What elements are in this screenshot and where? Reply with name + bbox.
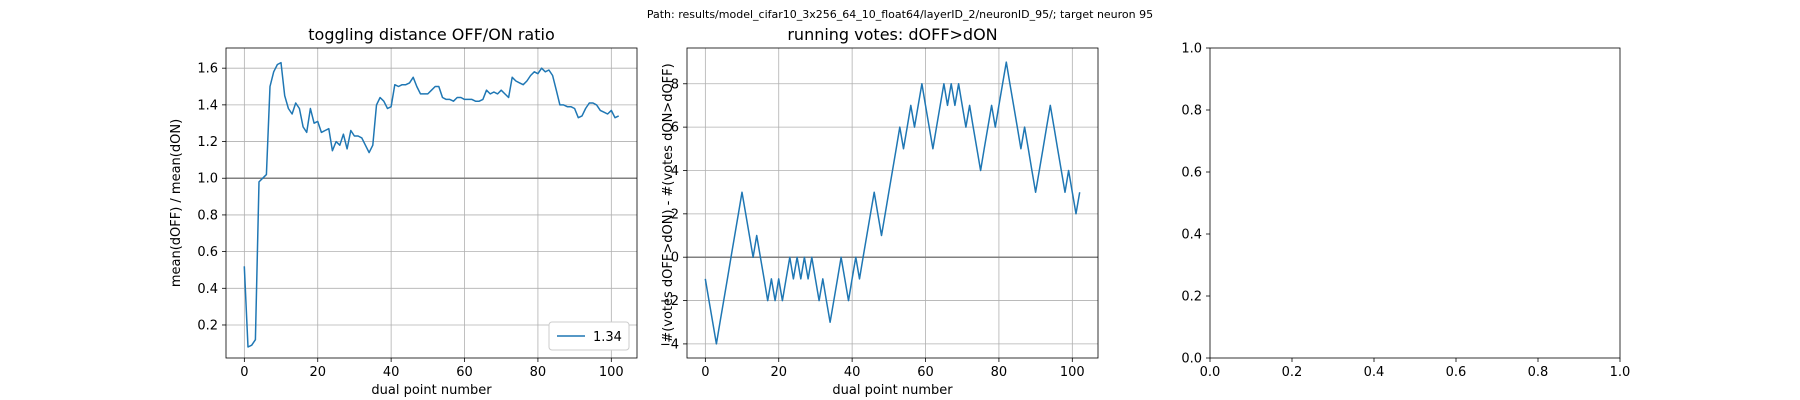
y-tick-label: 0.0 [1181, 352, 1202, 367]
figure-suptitle: Path: results/model_cifar10_3x256_64_10_… [646, 8, 1154, 21]
x-tick-label: 100 [599, 365, 624, 380]
x-tick-label: 20 [309, 365, 326, 380]
series-line [704, 61, 1081, 345]
y-tick-label: 0.6 [1181, 166, 1202, 181]
y-tick-label: 0.6 [197, 245, 218, 260]
x-tick-label: 60 [917, 365, 934, 380]
y-tick-label: 0.2 [1181, 290, 1202, 305]
y-tick-label: 1.6 [197, 62, 218, 77]
legend-box [548, 321, 630, 351]
y-tick-label: 0.8 [197, 208, 218, 223]
chart-3: 0.0 0.2 0.4 0.6 0.8 1.0 0.0 0.2 0.4 0.6 0.8 1.0 [1181, 42, 1630, 381]
x-tick-label: 60 [456, 365, 473, 380]
y-tick-label: 6 [671, 121, 679, 136]
y-tick-label: 1.2 [197, 135, 218, 150]
x-tick-label: 0.2 [1282, 365, 1303, 380]
chart-title: running votes: dOFF>dON [787, 25, 997, 44]
x-tick-label: 0.4 [1364, 365, 1385, 380]
x-tick-label: 80 [991, 365, 1008, 380]
y-tick-label: 0.2 [197, 318, 218, 333]
y-tick-label: 8 [671, 77, 679, 92]
y-tick-label: 1.0 [197, 172, 218, 187]
x-tick-label: 0 [240, 365, 248, 380]
x-tick-label: 40 [844, 365, 861, 380]
x-tick-label: 100 [1060, 365, 1085, 380]
axes-frame [1209, 47, 1621, 359]
x-axis-label: dual point number [832, 383, 953, 398]
y-tick-label: 0.4 [197, 282, 218, 297]
x-tick-label: 80 [530, 365, 547, 380]
y-tick-label: 1.4 [197, 98, 218, 113]
x-tick-label: 20 [770, 365, 787, 380]
x-tick-label: 0.8 [1528, 365, 1549, 380]
y-tick-label: 0.8 [1181, 104, 1202, 119]
x-tick-label: 0.0 [1200, 365, 1221, 380]
y-tick-label: 0.4 [1181, 228, 1202, 243]
chart-1: 0 20 40 60 80 100 0.2 0.4 0.6 0.8 1.0 1.2 1.4 1.6 togg… [169, 25, 638, 398]
x-axis-label: dual point number [371, 383, 492, 398]
y-axis-label: mean(dOFF) / mean(dON) [169, 119, 184, 287]
y-tick-label: 0 [671, 251, 679, 266]
y-tick-label: 4 [671, 164, 679, 179]
legend: 1.34 [548, 321, 630, 351]
y-tick-label: −2 [660, 294, 679, 309]
chart-2: 0 20 40 60 80 100 −4 −2 0 2 4 6 8 running votes: dOFF… [660, 25, 1099, 398]
y-tick-label: −4 [660, 337, 679, 352]
chart-title: toggling distance OFF/ON ratio [308, 25, 554, 44]
series-line [243, 61, 620, 348]
axes-frame [225, 47, 638, 359]
x-tick-label: 1.0 [1610, 365, 1631, 380]
y-tick-label: 2 [671, 207, 679, 222]
x-tick-label: 0.6 [1446, 365, 1467, 380]
y-axis-label: #(votes dOFF>dON) - #(votes dON>dOFF) [661, 63, 676, 342]
y-tick-label: 1.0 [1181, 42, 1202, 57]
x-tick-label: 0 [701, 365, 709, 380]
legend-label: 1.34 [593, 330, 622, 345]
x-tick-label: 40 [383, 365, 400, 380]
axes-frame [686, 47, 1099, 359]
